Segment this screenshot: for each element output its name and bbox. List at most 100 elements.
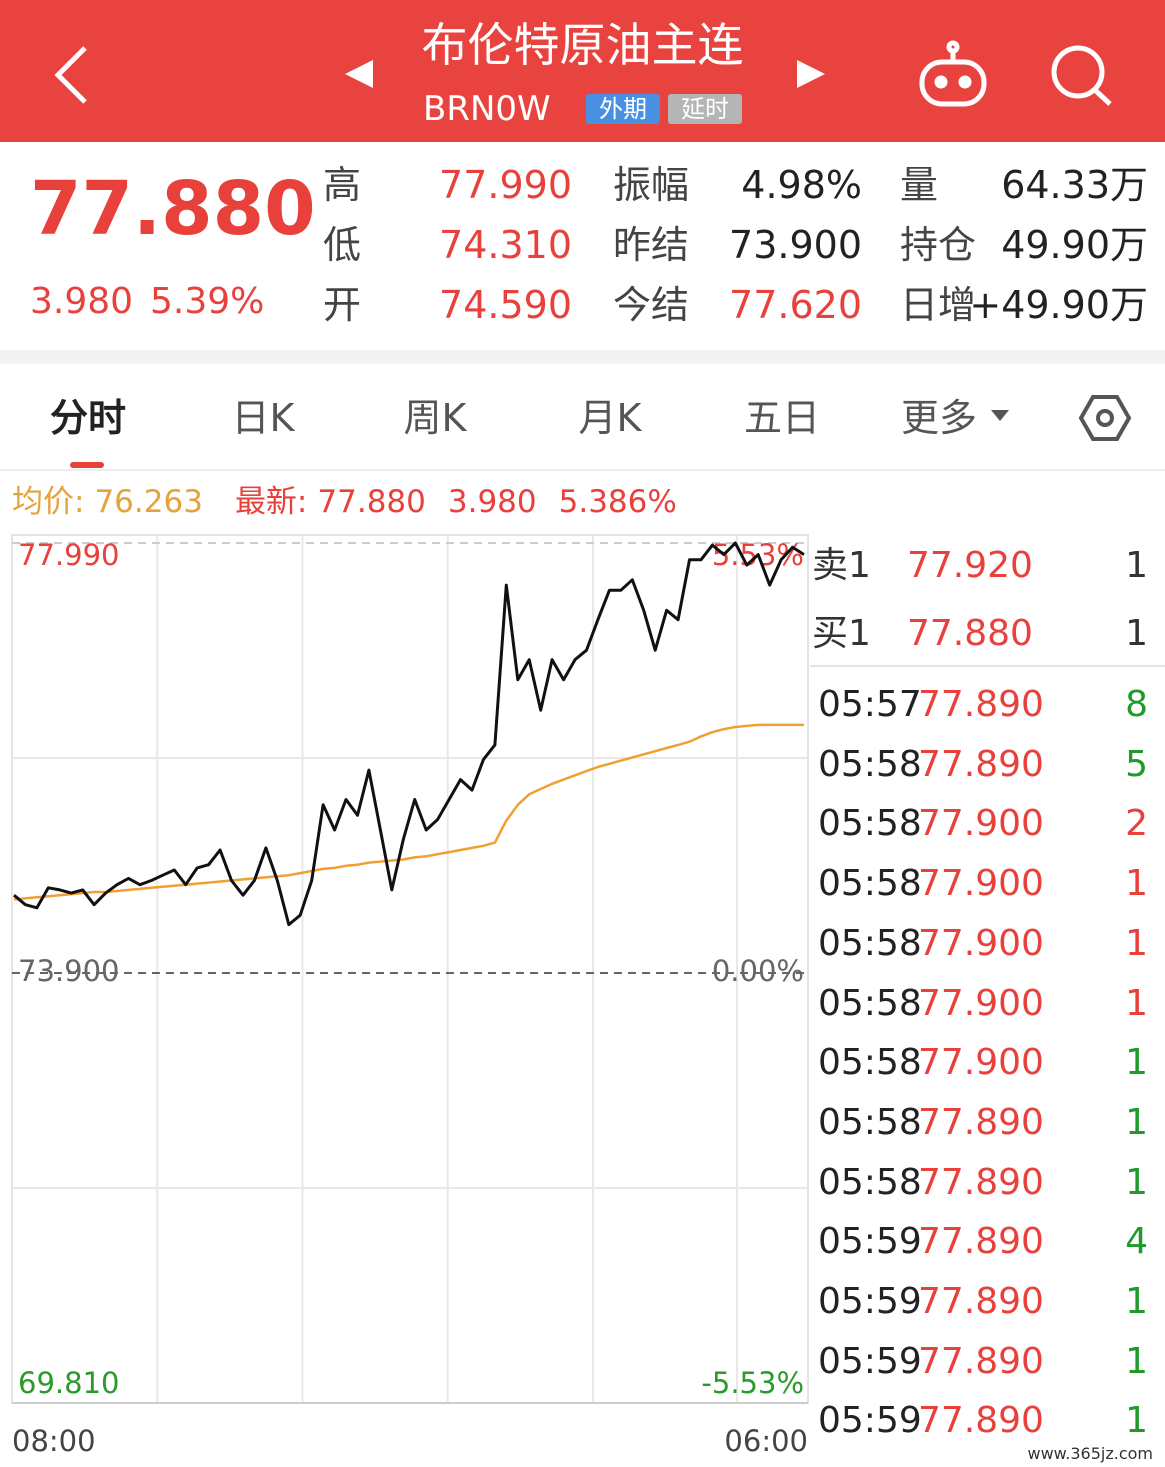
trade-qty: 1: [1125, 982, 1148, 1024]
dropdown-caret: [991, 410, 1009, 421]
price-line: [13, 541, 805, 927]
stat-value: 74.590: [439, 283, 572, 327]
trade-time: 05:58: [818, 803, 922, 845]
y2-tick-label: 0.00%: [712, 954, 804, 988]
stat-value: +49.90万: [969, 283, 1148, 327]
trade-price: 77.890: [918, 684, 1044, 725]
trade-time: 05:58: [818, 922, 922, 964]
book-label: 买1: [812, 613, 871, 654]
summary-last-label: 最新:: [234, 484, 308, 520]
prev-button[interactable]: [345, 60, 373, 88]
stat-label: 量: [900, 163, 939, 207]
tag: 外期: [586, 94, 660, 124]
trade-price: 77.890: [918, 1400, 1044, 1442]
trade-price: 77.890: [918, 1161, 1044, 1203]
trade-price: 77.900: [918, 1042, 1044, 1084]
stat-label: 今结: [613, 283, 690, 327]
title: 布伦特原油主连: [421, 18, 744, 72]
trade-time: 05:58: [818, 743, 922, 785]
trade-price: 77.890: [918, 743, 1044, 785]
stat-value: 77.990: [439, 163, 572, 207]
header-bar: [0, 0, 1165, 142]
stat-value: 74.310: [439, 223, 572, 267]
book-qty: 1: [1125, 545, 1148, 586]
y-tick-label: 77.990: [18, 538, 119, 572]
trade-qty: 1: [1125, 863, 1148, 905]
trade-time: 05:59: [818, 1281, 922, 1322]
plot-frame: [11, 534, 809, 1404]
stat-value: 73.900: [729, 223, 862, 267]
stat-value: 77.620: [729, 283, 862, 327]
trade-time: 05:59: [818, 1400, 922, 1442]
summary-avg: 76.263: [94, 484, 203, 520]
watermark: www.365jz.com: [1023, 1444, 1157, 1464]
stat-value: 49.90万: [1001, 223, 1148, 267]
trade-qty: 8: [1125, 684, 1148, 725]
stat-label: 高: [323, 163, 362, 207]
back-button[interactable]: [54, 46, 87, 104]
code: BRN0W: [423, 89, 551, 129]
trade-qty: 5: [1125, 743, 1148, 785]
trade-qty: 1: [1125, 1281, 1148, 1322]
tab-underline: [70, 462, 104, 468]
tab[interactable]: 分时: [49, 396, 126, 440]
trade-time: 05:59: [818, 1340, 922, 1382]
trade-qty: 1: [1125, 1042, 1148, 1084]
trade-time: 05:58: [818, 1101, 922, 1143]
search-icon[interactable]: [1051, 45, 1112, 106]
y-tick-label: 69.810: [18, 1366, 119, 1400]
change-pct: 5.39%: [150, 281, 265, 322]
trade-price: 77.890: [918, 1101, 1044, 1143]
stat-label: 振幅: [613, 163, 690, 207]
tag: 延时: [668, 94, 742, 124]
stat-label: 开: [323, 283, 362, 327]
settings-icon[interactable]: [1078, 395, 1132, 441]
trade-qty: 1: [1125, 922, 1148, 964]
trade-qty: 1: [1125, 1340, 1148, 1382]
stat-label: 低: [323, 223, 362, 267]
stat-label: 持仓: [900, 223, 977, 267]
tab[interactable]: 月K: [578, 396, 642, 440]
stat-value: 64.33万: [1001, 163, 1148, 207]
summary-change: 3.980: [447, 484, 537, 520]
trade-qty: 2: [1125, 803, 1148, 845]
stat-label: 昨结: [613, 223, 690, 267]
summary-change-pct: 5.386%: [558, 484, 677, 520]
trade-price: 77.900: [918, 803, 1044, 845]
trade-price: 77.900: [918, 863, 1044, 905]
divider: [0, 350, 1165, 364]
trade-time: 05:58: [818, 982, 922, 1024]
x-tick-label: 06:00: [724, 1424, 808, 1458]
settings-icon-center: [1096, 409, 1114, 427]
price: 77.880: [30, 166, 316, 252]
tab[interactable]: 更多: [900, 396, 977, 440]
trade-price: 77.890: [918, 1281, 1044, 1322]
trade-time: 05:58: [818, 863, 922, 905]
trade-time: 05:58: [818, 1042, 922, 1084]
tab[interactable]: 五日: [743, 396, 820, 440]
summary: 均价: 76.263 最新: 77.880 3.980 5.386%: [12, 487, 677, 518]
next-button[interactable]: [797, 60, 825, 88]
trade-qty: 1: [1125, 1101, 1148, 1143]
book-label: 卖1: [812, 545, 871, 586]
tab[interactable]: 周K: [403, 396, 467, 440]
tab[interactable]: 日K: [231, 396, 295, 440]
x-tick-label: 08:00: [12, 1424, 96, 1458]
change: 3.980: [30, 281, 134, 322]
book-price: 77.920: [907, 545, 1033, 586]
y2-tick-label: -5.53%: [701, 1366, 804, 1400]
stat-label: 日增: [900, 283, 977, 327]
robot-icon[interactable]: [919, 40, 987, 107]
trade-price: 77.900: [918, 922, 1044, 964]
trade-qty: 1: [1125, 1161, 1148, 1203]
stat-value: 4.98%: [741, 163, 862, 207]
trade-qty: 1: [1125, 1400, 1148, 1442]
trade-time: 05:58: [818, 1161, 922, 1203]
trade-price: 77.890: [918, 1221, 1044, 1263]
trade-time: 05:59: [818, 1221, 922, 1263]
summary-avg-label: 均价:: [12, 484, 85, 520]
average-line: [13, 723, 804, 901]
